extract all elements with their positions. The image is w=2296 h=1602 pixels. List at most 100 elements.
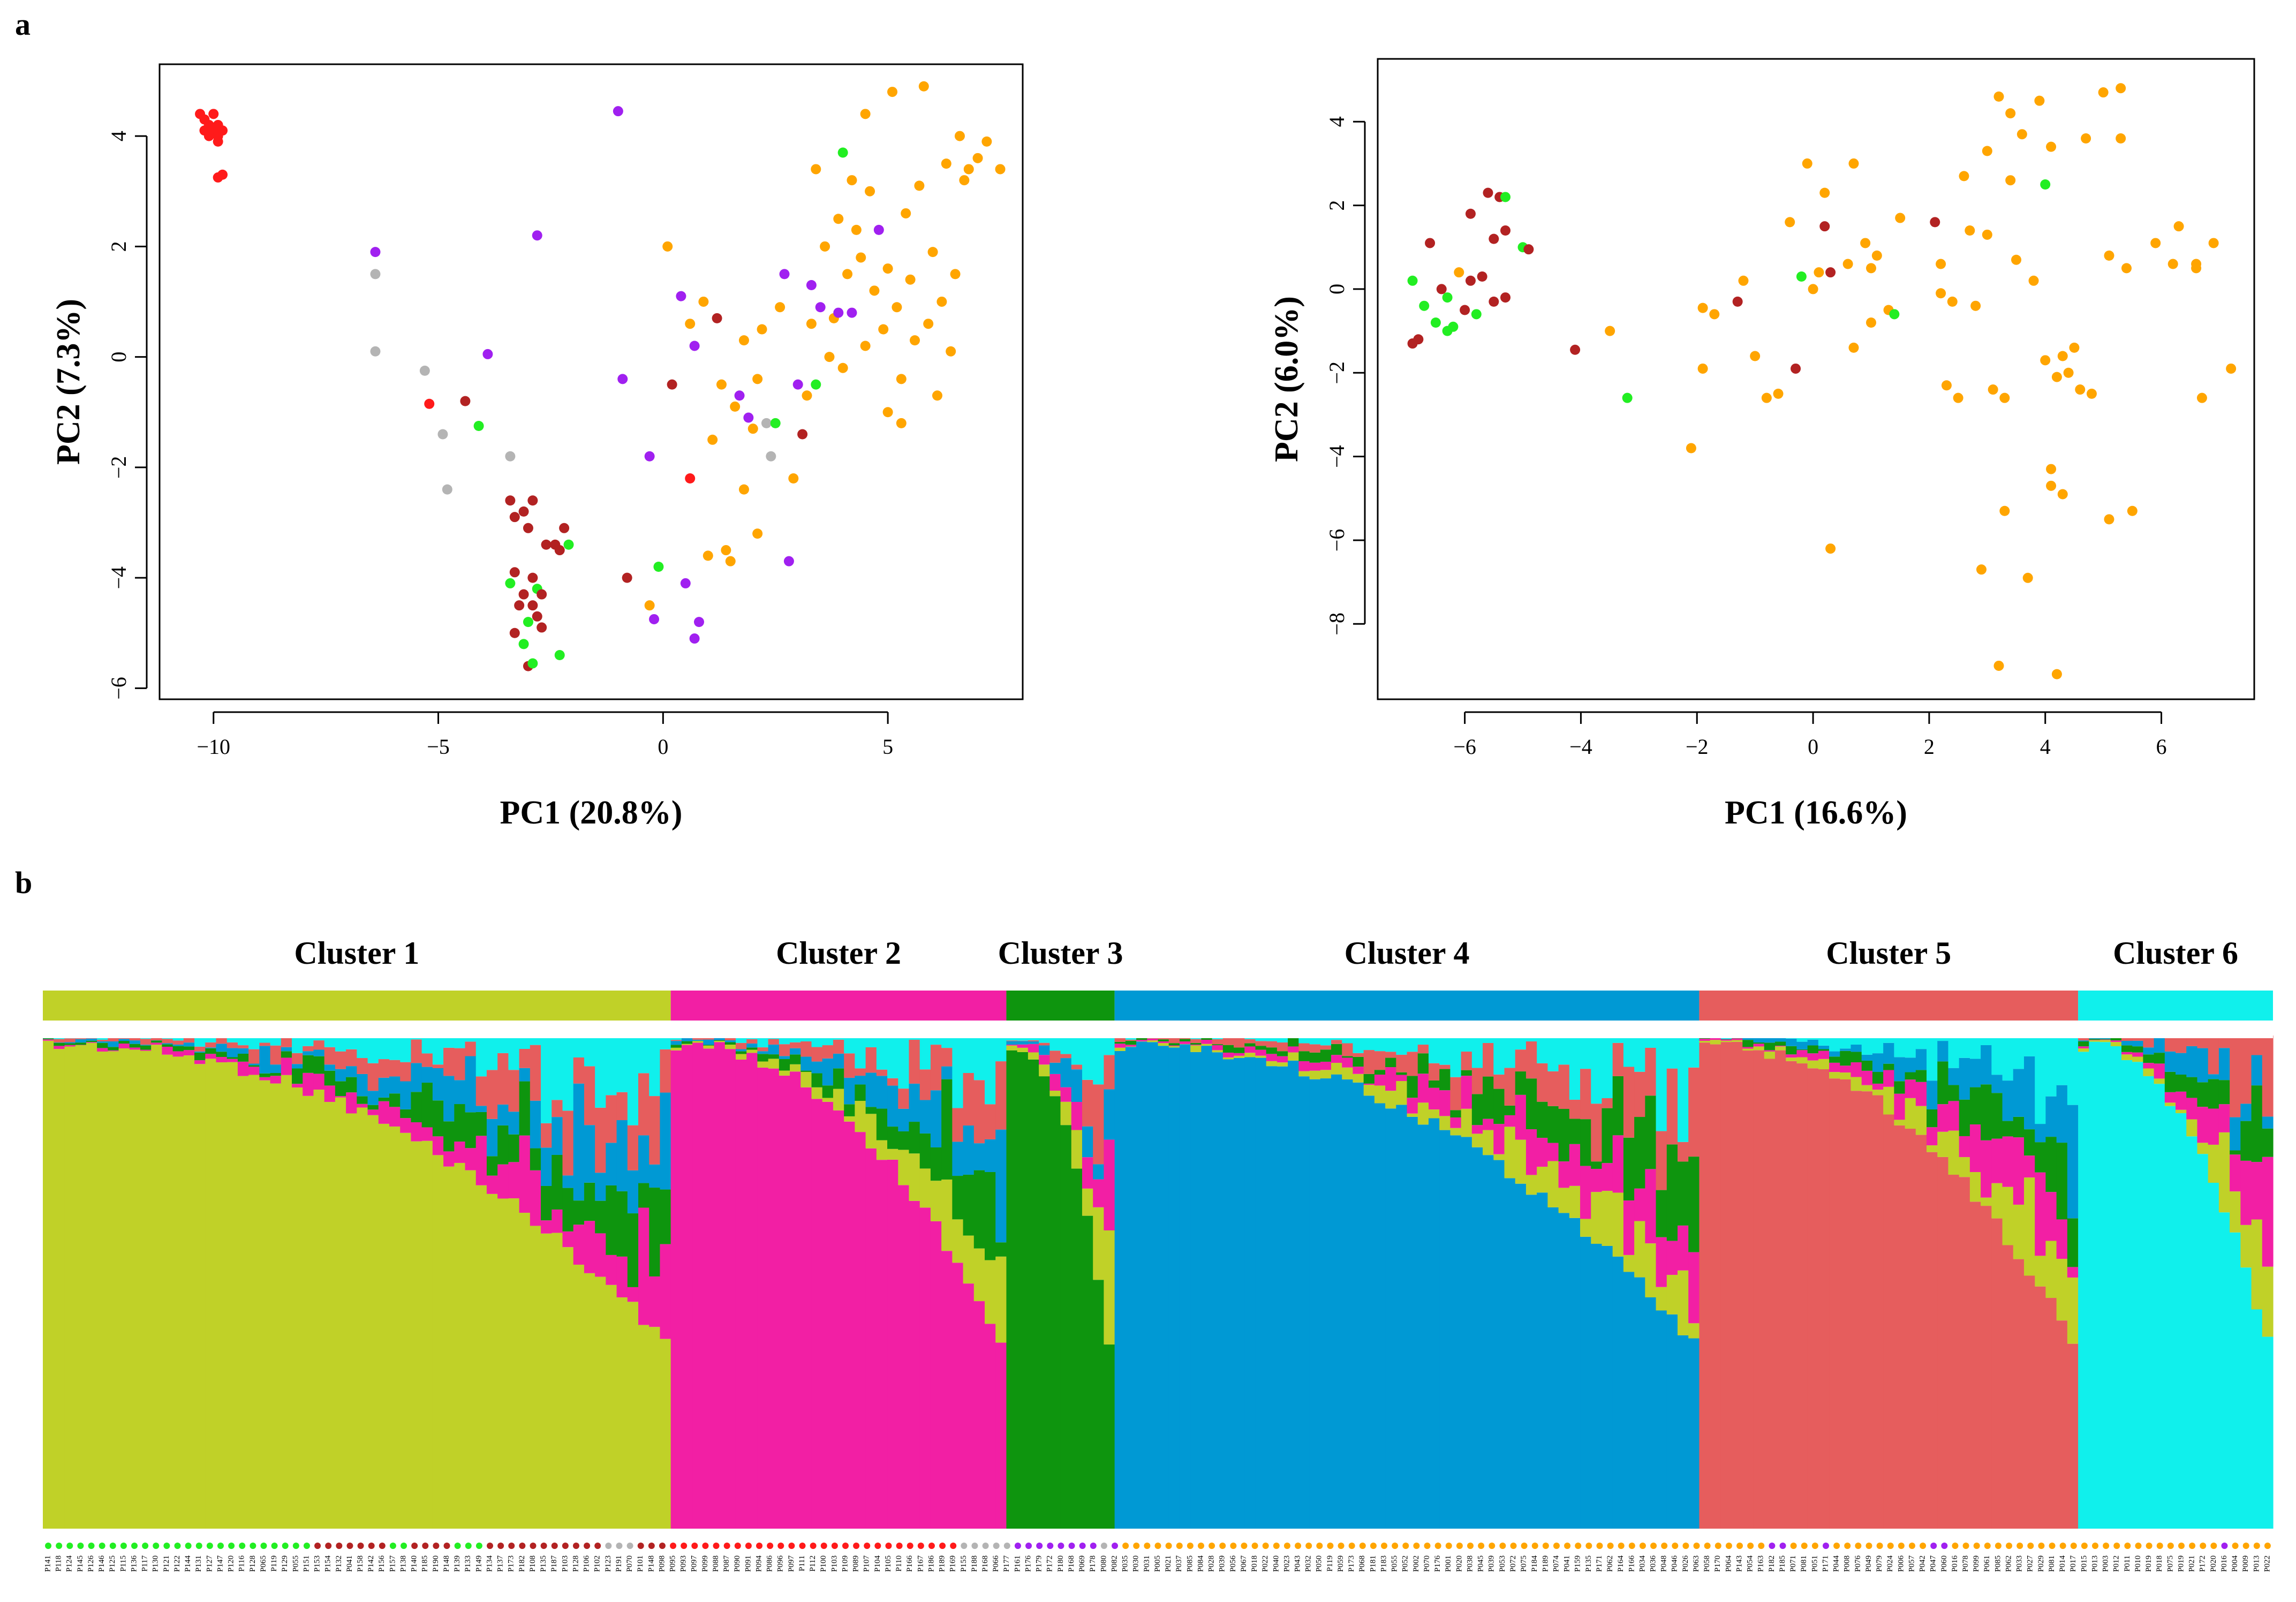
structure-bar — [877, 1140, 888, 1160]
structure-bar — [259, 1077, 270, 1080]
structure-bar — [1569, 1186, 1581, 1218]
structure-bar — [1927, 1127, 1938, 1145]
structure-bar — [238, 1062, 249, 1076]
structure-bar — [1039, 1076, 1050, 1529]
sample-dot — [1564, 1543, 1570, 1549]
structure-bar — [2013, 1137, 2025, 1205]
structure-bar — [194, 1053, 206, 1060]
sample-dot — [487, 1543, 493, 1549]
data-point — [847, 175, 857, 185]
structure-bar — [140, 1046, 152, 1050]
structure-bar — [562, 1231, 573, 1247]
structure-bar — [1710, 1044, 1721, 1529]
structure-bar — [303, 1073, 314, 1096]
sample-label: P001 — [1444, 1555, 1453, 1572]
structure-bar — [995, 1036, 1007, 1061]
structure-bar — [2197, 1048, 2208, 1083]
data-point — [2046, 142, 2056, 152]
structure-bar — [1158, 1041, 1169, 1043]
data-point — [2150, 238, 2161, 248]
sample-label: P048 — [1660, 1555, 1668, 1572]
sample-label: P139 — [453, 1555, 462, 1572]
sample-label: P047 — [1929, 1555, 1938, 1572]
sample-label: P141 — [43, 1555, 52, 1572]
structure-bar — [227, 1059, 238, 1062]
data-point — [510, 628, 520, 638]
structure-bar — [562, 1175, 573, 1188]
structure-bar — [2176, 1053, 2187, 1075]
structure-bar — [1591, 1169, 1602, 1192]
structure-bar — [2003, 1187, 2014, 1245]
data-point — [482, 349, 493, 359]
structure-bar — [2089, 1039, 2100, 1040]
structure-bar — [2013, 1069, 2025, 1117]
structure-bar — [368, 1036, 379, 1063]
structure-bar — [2067, 1105, 2079, 1219]
structure-bar — [1493, 1089, 1505, 1124]
structure-bar — [335, 1052, 346, 1069]
sample-dot — [433, 1543, 439, 1549]
cluster-band — [1006, 991, 1114, 1021]
structure-bar — [1537, 1138, 1548, 1167]
sample-dot — [767, 1543, 773, 1549]
structure-bar — [2111, 1040, 2122, 1042]
structure-bar — [855, 1101, 866, 1132]
structure-bar — [530, 1101, 541, 1148]
structure-bar — [1613, 1043, 1624, 1076]
structure-bar — [1905, 1036, 1916, 1057]
structure-bar — [2132, 1046, 2143, 1052]
structure-bar — [963, 1283, 975, 1529]
structure-bar — [1331, 1075, 1342, 1529]
structure-bar — [43, 1039, 54, 1040]
sample-label: P034 — [1638, 1555, 1647, 1572]
sample-label: P075 — [1520, 1555, 1528, 1572]
data-point — [2052, 372, 2062, 382]
data-point — [950, 269, 961, 279]
data-point — [1895, 213, 1905, 223]
sample-dot — [1198, 1543, 1204, 1549]
data-point — [815, 302, 826, 312]
sample-label: P169 — [949, 1555, 957, 1572]
structure-bar — [1310, 1053, 1321, 1063]
structure-bar — [64, 1047, 75, 1529]
structure-bar — [1071, 1169, 1083, 1529]
data-point — [1982, 146, 1992, 156]
sample-label: P020 — [1455, 1555, 1463, 1572]
sample-dot — [1456, 1543, 1463, 1549]
data-point — [1848, 158, 1859, 169]
structure-bar — [248, 1064, 260, 1066]
structure-bar — [1288, 1053, 1299, 1061]
panel-label-a: a — [15, 7, 31, 42]
sample-dot — [907, 1543, 913, 1549]
structure-bar — [1786, 1046, 1797, 1054]
structure-bar — [1212, 1045, 1223, 1050]
sample-dot — [971, 1543, 978, 1549]
structure-bar — [1580, 1166, 1591, 1219]
sample-label: P006 — [1897, 1555, 1905, 1572]
structure-bar — [1082, 1036, 1093, 1080]
structure-bar — [941, 1180, 953, 1251]
structure-bar — [855, 1076, 866, 1084]
structure-bar — [530, 1045, 541, 1101]
structure-bar — [357, 1074, 368, 1096]
structure-bar — [1126, 1045, 1137, 1046]
structure-bar — [443, 1048, 455, 1076]
structure-bar — [487, 1119, 498, 1156]
structure-bar — [1277, 1067, 1288, 1529]
data-point — [2116, 83, 2126, 93]
sample-label: P102 — [593, 1555, 602, 1572]
structure-bar — [1883, 1043, 1894, 1064]
structure-bar — [2003, 1245, 2014, 1529]
sample-label: P041 — [345, 1555, 354, 1572]
data-point — [739, 335, 749, 345]
structure-bar — [898, 1131, 909, 1150]
structure-bar — [790, 1042, 801, 1048]
sample-label: P043 — [1294, 1555, 1302, 1572]
structure-bar — [2035, 1173, 2046, 1256]
structure-bar — [2165, 1052, 2176, 1072]
data-point — [519, 639, 529, 649]
structure-bar — [1667, 1314, 1678, 1529]
structure-bar — [1504, 1106, 1515, 1115]
sample-label: P044 — [1832, 1555, 1841, 1572]
structure-bar — [2143, 1047, 2154, 1054]
